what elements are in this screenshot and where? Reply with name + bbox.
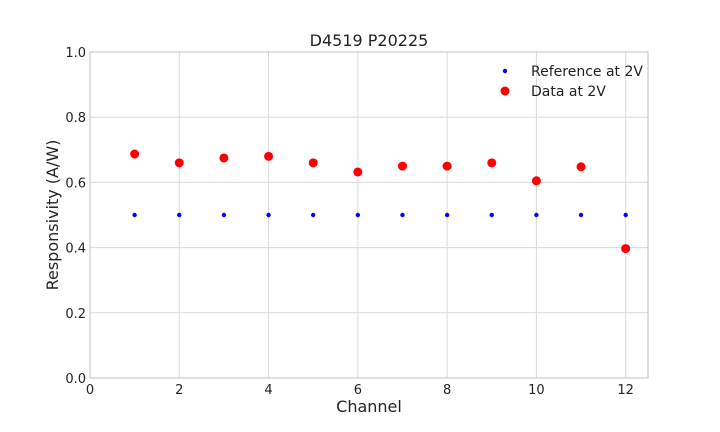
- legend-entry: Reference at 2V: [531, 64, 643, 80]
- data-point: [174, 158, 184, 168]
- x-tick-label: 2: [175, 383, 183, 398]
- data-point: [397, 161, 407, 171]
- data-point: [400, 212, 405, 218]
- plot-area-frame: [89, 51, 649, 379]
- x-tick-label: 12: [617, 383, 634, 398]
- legend: Reference at 2V Data at 2V: [500, 64, 643, 100]
- y-tick-label: 1.0: [65, 46, 86, 61]
- data-points: [130, 149, 631, 254]
- x-tick-label: 4: [264, 383, 272, 398]
- data-point: [621, 244, 631, 254]
- series-data: [130, 149, 631, 254]
- data-point: [219, 153, 229, 163]
- data-point: [311, 212, 316, 218]
- data-point: [353, 167, 363, 177]
- x-tick-label: 8: [443, 383, 451, 398]
- chart-title: D4519 P20225: [310, 31, 429, 50]
- series-reference: [132, 212, 628, 218]
- y-tick-label: 0.6: [65, 176, 86, 191]
- data-point: [531, 176, 541, 186]
- data-point: [442, 161, 452, 171]
- x-tick-label: 6: [354, 383, 362, 398]
- data-point: [264, 151, 274, 161]
- data-point: [576, 162, 586, 172]
- y-tick-label: 0.2: [65, 307, 86, 322]
- data-point: [308, 158, 318, 168]
- x-tick-label: 0: [86, 383, 94, 398]
- grid-lines: [89, 51, 648, 379]
- data-point: [489, 212, 494, 218]
- x-axis-ticks: 0 2 4 6 8 10 12: [86, 383, 634, 398]
- data-point: [177, 212, 182, 218]
- data-point: [266, 212, 271, 218]
- data-point: [355, 212, 361, 218]
- y-axis-ticks: 0.0 0.2 0.4 0.6 0.8 1.0: [65, 46, 86, 387]
- y-tick-label: 0.4: [65, 242, 86, 257]
- data-point: [132, 212, 137, 218]
- x-tick-label: 10: [528, 383, 545, 398]
- y-tick-label: 0.8: [65, 111, 86, 126]
- data-point: [534, 212, 539, 218]
- legend-marker: [500, 86, 510, 96]
- legend-marker: [502, 68, 508, 74]
- data-point: [444, 212, 450, 218]
- data-point: [221, 212, 227, 218]
- data-point: [130, 149, 140, 159]
- data-point: [487, 158, 497, 168]
- data-point: [623, 212, 628, 218]
- legend-entry: Data at 2V: [531, 84, 606, 100]
- x-axis-label: Channel: [336, 397, 402, 416]
- y-tick-label: 0.0: [65, 372, 86, 387]
- data-point: [578, 212, 584, 218]
- y-axis-label: Responsivity (A/W): [43, 140, 62, 291]
